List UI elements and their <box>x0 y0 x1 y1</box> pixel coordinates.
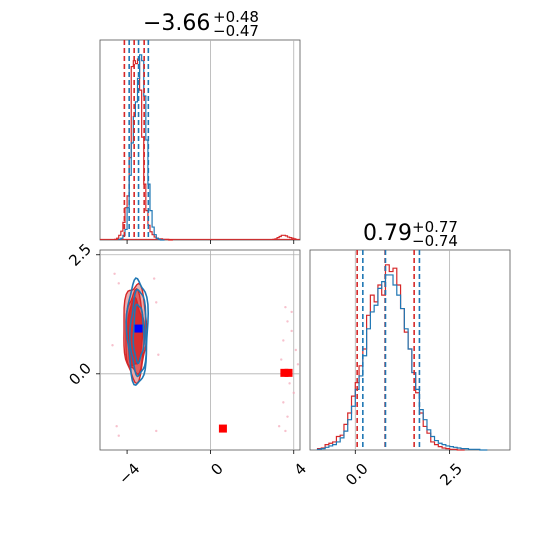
blue-histogram-step <box>118 54 165 241</box>
scatter-point <box>157 353 160 356</box>
y-tick-label: 0.0 <box>65 359 95 389</box>
red-marker <box>280 368 289 377</box>
param1-title-sup: +0.48 <box>213 8 259 26</box>
scatter-point <box>111 344 114 347</box>
param2-histogram-grid <box>354 250 451 450</box>
scatter-point <box>282 401 285 404</box>
scatter-point <box>117 282 120 285</box>
param1-histogram-panel: −3.66 +0.48 −0.47 <box>99 8 301 241</box>
param1-quantile-lines <box>123 40 150 240</box>
joint-contour-panel: −4 0 4 0.0 2.5 <box>65 240 310 488</box>
scatter-point <box>152 277 156 280</box>
param2-histogram-frame <box>309 249 511 451</box>
scatter-point <box>284 429 287 433</box>
blue-histogram-step <box>316 274 488 451</box>
param2-title-sub: −0.74 <box>412 232 458 250</box>
scatter-point <box>294 348 298 352</box>
param2-quantile-lines <box>356 250 421 450</box>
x-tick-label: 0.0 <box>342 460 372 490</box>
scatter-point <box>282 339 285 342</box>
param2-histogram-series <box>316 264 488 451</box>
red-marker <box>218 424 227 433</box>
param1-histogram-series <box>100 54 300 241</box>
param1-title-main: −3.66 <box>143 11 210 36</box>
scatter-point <box>286 320 289 323</box>
param1-xaxis-ticks <box>126 240 295 244</box>
blue-marker <box>134 324 143 333</box>
param1-histogram-grid <box>210 40 295 240</box>
scatter-point <box>155 429 158 433</box>
joint-contour-grid <box>100 250 300 450</box>
scatter-point <box>117 434 120 437</box>
param2-xaxis-ticks: 0.0 2.5 <box>342 450 466 489</box>
scatter-point <box>155 301 158 304</box>
scatter-point <box>296 363 300 366</box>
param2-title-sup: +0.77 <box>412 218 458 236</box>
param2-title-main: 0.79 <box>363 221 412 246</box>
param2-title: 0.79 <box>363 221 412 246</box>
param1-title: −3.66 <box>143 11 210 36</box>
scatter-point <box>115 424 118 428</box>
red-marker <box>284 368 293 377</box>
param1-histogram-frame <box>99 39 301 241</box>
param2-histogram-panel: 0.79 +0.77 −0.74 0.0 2.5 <box>309 218 511 489</box>
blue-contour <box>125 277 150 386</box>
red-histogram-outliers <box>272 234 297 241</box>
scatter-point <box>290 310 293 314</box>
scatter-point <box>280 358 283 361</box>
x-tick-label: −4 <box>115 460 143 488</box>
y-tick-label: 2.5 <box>65 240 95 270</box>
scatter-point <box>290 329 293 333</box>
blue-contours <box>125 277 150 386</box>
joint-contour-frame <box>99 249 301 451</box>
scatter-point <box>277 424 281 428</box>
scatter-point <box>286 415 289 418</box>
scatter-point <box>288 382 291 385</box>
scatter-point <box>113 272 116 276</box>
joint-scatter-points <box>111 272 300 437</box>
joint-yaxis-ticks: 0.0 2.5 <box>65 240 100 389</box>
joint-markers <box>134 324 293 433</box>
blue-contour <box>132 303 145 365</box>
joint-xaxis-ticks: −4 0 4 <box>115 450 310 488</box>
param1-title-sub: −0.47 <box>213 22 259 40</box>
scatter-point <box>284 305 287 309</box>
x-tick-label: 2.5 <box>436 460 466 490</box>
x-tick-label: 4 <box>291 460 310 479</box>
red-histogram-step <box>316 264 465 451</box>
scatter-point <box>292 391 295 395</box>
x-tick-label: 0 <box>207 460 226 479</box>
blue-contour <box>128 288 147 378</box>
